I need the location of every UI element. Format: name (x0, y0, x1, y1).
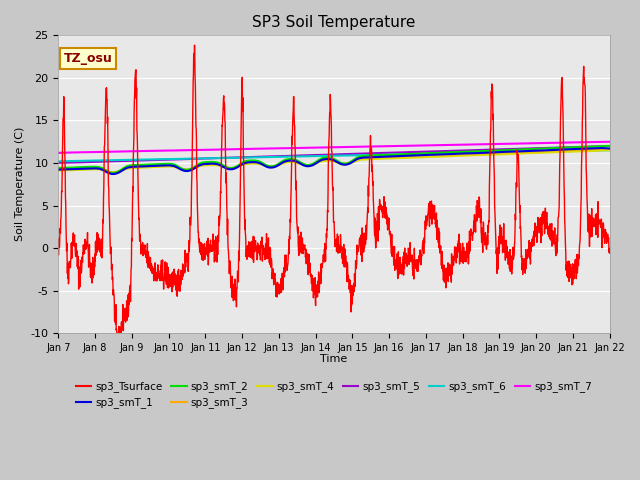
sp3_smT_1 (606, 145, 614, 151)
sp3_smT_4 (606, 147, 614, 153)
Line: sp3_smT_5: sp3_smT_5 (58, 146, 610, 163)
sp3_smT_2 (83, 164, 90, 170)
sp3_smT_7 (83, 149, 90, 155)
sp3_smT_3 (489, 150, 497, 156)
Line: sp3_smT_4: sp3_smT_4 (58, 150, 610, 173)
sp3_smT_7 (488, 141, 496, 147)
Text: TZ_osu: TZ_osu (64, 52, 113, 65)
sp3_Tsurface (54, 250, 62, 256)
sp3_smT_1 (54, 167, 62, 172)
sp3_smT_7 (323, 144, 330, 150)
sp3_smT_3 (54, 166, 62, 172)
sp3_smT_1 (83, 166, 90, 171)
sp3_smT_5 (488, 147, 496, 153)
sp3_smT_2 (109, 170, 117, 176)
sp3_smT_6 (54, 158, 62, 164)
sp3_smT_1 (590, 145, 598, 151)
sp3_smT_6 (323, 153, 330, 159)
sp3_smT_3 (109, 169, 117, 175)
sp3_smT_2 (323, 155, 330, 160)
sp3_smT_4 (489, 152, 497, 157)
sp3_smT_4 (590, 148, 598, 154)
sp3_smT_3 (606, 146, 614, 152)
sp3_Tsurface (606, 250, 614, 256)
Line: sp3_Tsurface: sp3_Tsurface (58, 45, 610, 333)
sp3_smT_4 (54, 168, 62, 173)
sp3_smT_4 (109, 170, 117, 176)
sp3_smT_3 (308, 161, 316, 167)
sp3_smT_4 (308, 162, 316, 168)
sp3_smT_2 (489, 148, 497, 154)
sp3_smT_7 (590, 139, 598, 145)
sp3_smT_7 (589, 139, 597, 145)
sp3_smT_7 (606, 139, 614, 144)
sp3_smT_7 (605, 139, 613, 144)
sp3_smT_5 (590, 144, 598, 149)
Y-axis label: Soil Temperature (C): Soil Temperature (C) (15, 127, 25, 241)
X-axis label: Time: Time (321, 354, 348, 364)
sp3_smT_6 (488, 150, 496, 156)
Line: sp3_smT_3: sp3_smT_3 (58, 149, 610, 172)
sp3_smT_3 (590, 146, 598, 152)
Line: sp3_smT_2: sp3_smT_2 (58, 146, 610, 173)
sp3_smT_6 (590, 148, 598, 154)
Legend: sp3_Tsurface, sp3_smT_1, sp3_smT_2, sp3_smT_3, sp3_smT_4, sp3_smT_5, sp3_smT_6, : sp3_Tsurface, sp3_smT_1, sp3_smT_2, sp3_… (72, 377, 596, 412)
sp3_smT_1 (598, 145, 605, 151)
sp3_smT_5 (589, 144, 597, 149)
sp3_Tsurface (590, 223, 598, 229)
sp3_smT_7 (54, 150, 62, 156)
sp3_smT_6 (606, 147, 614, 153)
sp3_smT_5 (83, 159, 90, 165)
sp3_smT_1 (489, 150, 497, 156)
sp3_Tsurface (113, 330, 121, 336)
sp3_Tsurface (323, 226, 331, 232)
sp3_Tsurface (308, 288, 316, 294)
sp3_smT_2 (54, 165, 62, 171)
sp3_smT_5 (606, 143, 614, 149)
sp3_smT_3 (590, 146, 598, 152)
sp3_smT_4 (590, 148, 598, 154)
sp3_smT_3 (605, 146, 613, 152)
Line: sp3_smT_1: sp3_smT_1 (58, 148, 610, 174)
sp3_Tsurface (590, 219, 598, 225)
sp3_smT_3 (323, 156, 330, 162)
sp3_smT_1 (590, 145, 598, 151)
Title: SP3 Soil Temperature: SP3 Soil Temperature (252, 15, 415, 30)
sp3_smT_5 (308, 152, 316, 158)
sp3_smT_6 (83, 158, 90, 164)
sp3_Tsurface (191, 42, 198, 48)
sp3_smT_1 (109, 171, 116, 177)
sp3_smT_2 (606, 143, 614, 149)
Line: sp3_smT_6: sp3_smT_6 (58, 150, 610, 161)
sp3_smT_2 (308, 161, 316, 167)
sp3_Tsurface (83, 240, 90, 245)
sp3_smT_1 (308, 163, 316, 168)
sp3_smT_7 (308, 145, 316, 151)
sp3_smT_5 (54, 160, 62, 166)
sp3_smT_6 (589, 148, 597, 154)
sp3_smT_3 (83, 165, 90, 171)
sp3_Tsurface (489, 117, 497, 123)
sp3_smT_4 (323, 158, 330, 164)
sp3_smT_4 (83, 167, 90, 172)
sp3_smT_2 (590, 144, 598, 149)
sp3_smT_2 (590, 144, 598, 149)
Line: sp3_smT_7: sp3_smT_7 (58, 142, 610, 153)
sp3_smT_6 (308, 153, 316, 159)
sp3_smT_5 (323, 152, 330, 157)
sp3_smT_1 (323, 156, 330, 162)
